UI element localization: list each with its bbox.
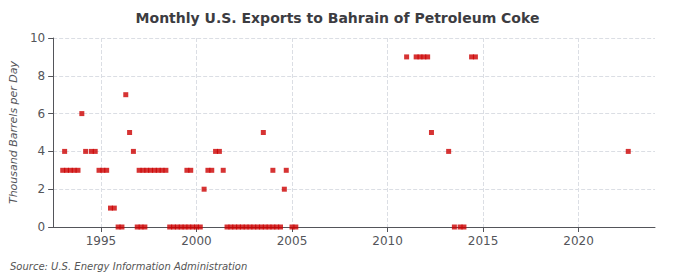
svg-text:10: 10 bbox=[30, 31, 45, 45]
svg-text:Source: U.S. Energy Informatio: Source: U.S. Energy Information Administ… bbox=[10, 261, 247, 272]
svg-text:8: 8 bbox=[38, 69, 46, 83]
svg-text:4: 4 bbox=[38, 144, 46, 158]
svg-text:Monthly U.S. Exports to Bahrai: Monthly U.S. Exports to Bahrain of Petro… bbox=[136, 10, 540, 26]
svg-text:2: 2 bbox=[38, 182, 46, 196]
svg-text:Thousand Barrels per Day: Thousand Barrels per Day bbox=[7, 60, 20, 204]
svg-text:2000: 2000 bbox=[181, 234, 212, 248]
svg-text:2015: 2015 bbox=[468, 234, 499, 248]
svg-text:2005: 2005 bbox=[277, 234, 308, 248]
svg-text:2010: 2010 bbox=[372, 234, 403, 248]
svg-text:6: 6 bbox=[38, 107, 46, 121]
svg-text:2020: 2020 bbox=[563, 234, 594, 248]
svg-text:0: 0 bbox=[38, 220, 46, 234]
svg-text:1995: 1995 bbox=[86, 234, 117, 248]
